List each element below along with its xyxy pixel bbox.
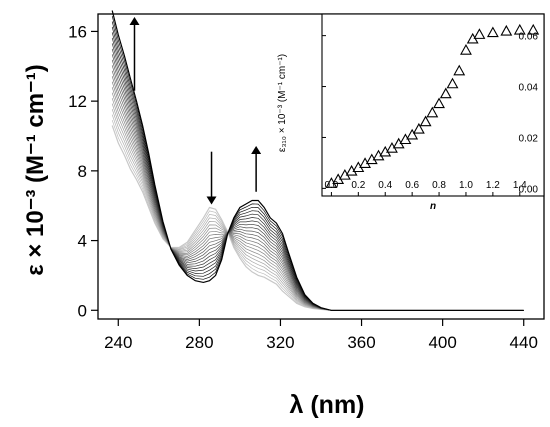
x-tick-label: 400 [428, 333, 456, 352]
inset-x-tick-label: 0.2 [351, 180, 365, 191]
inset-y-tick-label: 0.00 [519, 184, 539, 195]
inset-x-tick-label: 0.0 [324, 180, 338, 191]
y-tick-label: 12 [68, 92, 87, 111]
inset-y-tick-label: 0.04 [519, 83, 539, 94]
inset-y-axis: 0.00 0.02 0.04 0.06 [322, 32, 539, 195]
main-chart: 240 280 320 360 400 440 0 4 8 12 16 λ (nm) ε × 10… [22, 10, 545, 419]
data-point-triangle [473, 28, 486, 39]
inset-y-axis-title: ε₃₁₀ × 10⁻³ (M⁻¹ cm⁻¹) [277, 54, 288, 152]
x-tick-label: 440 [510, 333, 538, 352]
inset-x-axis: 0.0 0.2 0.4 0.6 0.8 1.0 1.2 1.4 [324, 180, 527, 196]
data-point-triangle [433, 97, 445, 109]
main-y-axis-title: ε × 10⁻³ (M⁻¹ cm⁻¹) [22, 64, 49, 275]
y-tick-label: 4 [78, 232, 87, 251]
data-point-triangle [453, 64, 466, 76]
data-point-triangle [460, 44, 472, 55]
y-tick-label: 16 [68, 22, 87, 41]
main-arrows [129, 16, 262, 205]
main-x-axis-title: λ (nm) [290, 391, 365, 419]
data-point-triangle [426, 106, 439, 118]
inset-y-tick-label: 0.02 [519, 133, 539, 144]
data-point-triangle [419, 115, 432, 127]
data-point-triangle [527, 23, 540, 35]
inset-points [325, 23, 540, 188]
inset-frame [321, 13, 545, 197]
inset-x-tick-label: 1.0 [459, 180, 473, 191]
data-point-triangle [486, 26, 499, 38]
spectrum-trace [111, 10, 524, 311]
inset-y-tick-label: 0.06 [519, 32, 539, 43]
main-y-axis: 0 4 8 12 16 [68, 22, 98, 320]
inset-x-tick-label: 0.4 [378, 180, 392, 191]
inset-x-axis-title: n [430, 201, 436, 212]
inset-x-tick-label: 1.4 [513, 180, 527, 191]
inset-x-tick-label: 0.6 [405, 180, 419, 191]
inset-chart: 0.0 0.2 0.4 0.6 0.8 1.0 1.2 1.4 0.000.020.040.0… [277, 13, 545, 212]
x-tick-label: 320 [266, 333, 294, 352]
main-x-axis: 240 280 320 360 400 440 [104, 319, 538, 352]
x-tick-label: 360 [347, 333, 375, 352]
x-tick-label: 280 [185, 333, 213, 352]
data-point-triangle [406, 128, 419, 140]
y-tick-label: 0 [78, 301, 87, 320]
y-tick-label: 8 [78, 162, 87, 181]
inset-x-tick-label: 1.2 [486, 180, 500, 191]
data-point-triangle [439, 87, 452, 99]
x-tick-label: 240 [104, 333, 132, 352]
inset-x-tick-label: 0.8 [432, 180, 446, 191]
data-point-triangle [412, 122, 425, 134]
main-traces [111, 10, 524, 311]
data-point-triangle [513, 23, 526, 35]
data-point-triangle [446, 77, 459, 89]
data-point-triangle [500, 24, 513, 36]
